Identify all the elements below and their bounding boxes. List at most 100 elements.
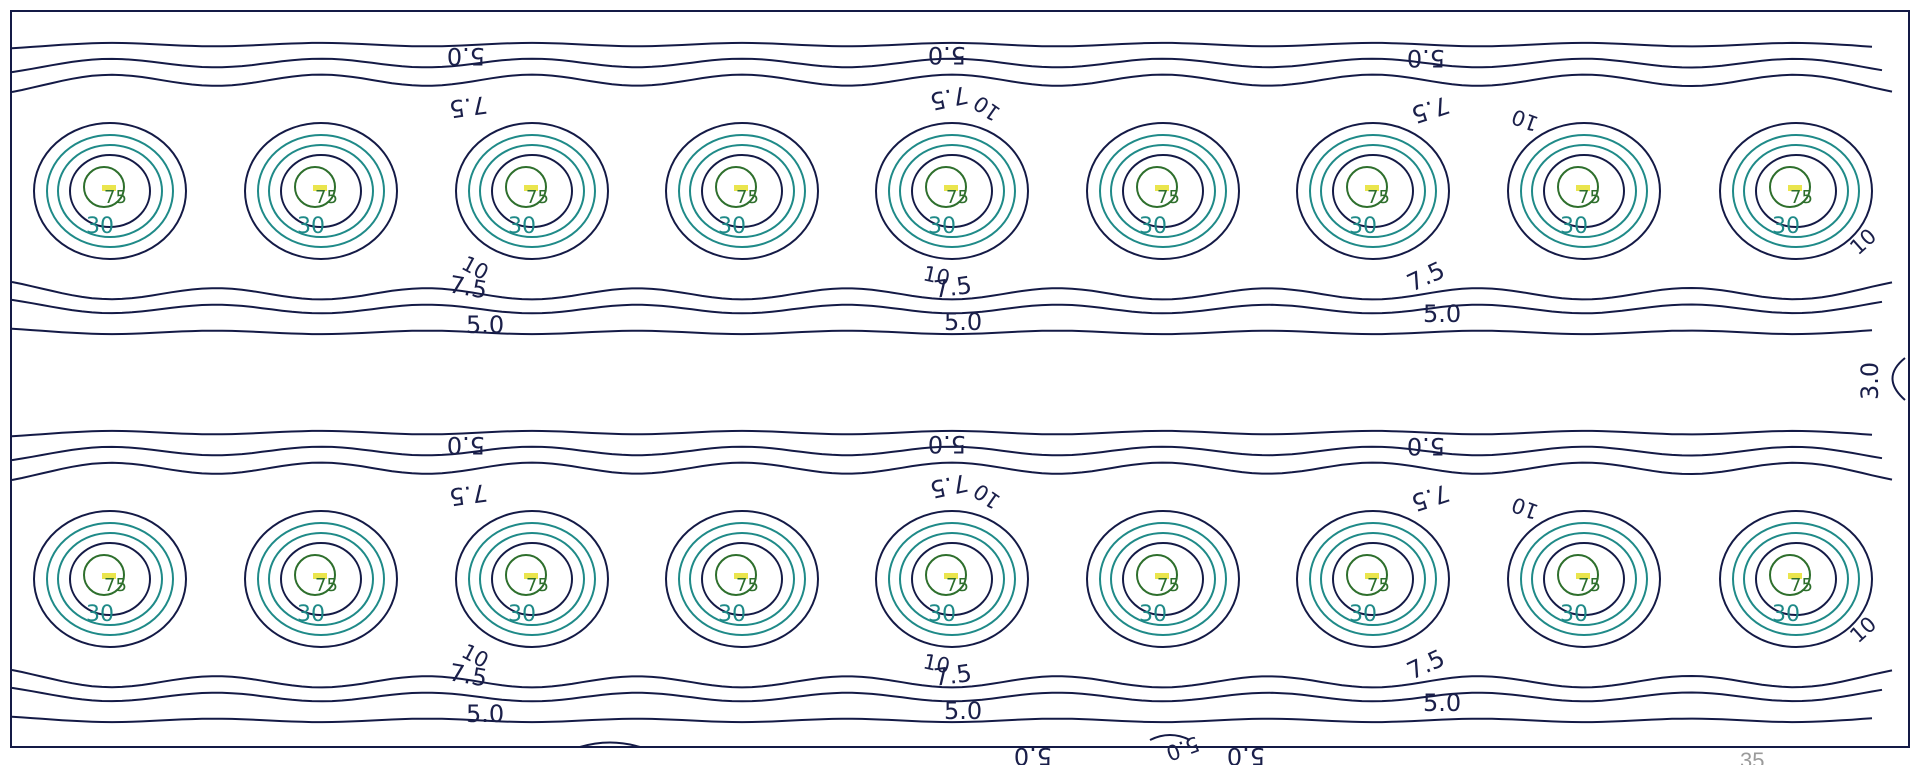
band-2-luminaire-3-peak-label: 75 [526,575,549,596]
band-1-bottom-7-5-label: 7.5 [447,270,489,304]
band-1-luminaire-3-ring-30 [468,134,596,248]
band-1-luminaire-7-ring-30 [1309,134,1437,248]
band-2-luminaire-7-ring-30-label: 30 [1349,602,1377,627]
diagram-border [10,10,1910,748]
contour-3-0-edge [1891,357,1906,401]
band-2-bottom-5-label: 5.0 [466,700,504,728]
band-2-luminaire-3-ring-75 [505,554,547,596]
band-1-luminaire-9-ring-40 [1743,144,1849,238]
band-1-luminaire-3-ring-30-label: 30 [508,214,536,239]
band-2-luminaire-4-ring-30 [678,522,806,636]
band-1-luminaire-1-ring-30-label: 30 [86,214,114,239]
band-1-luminaire-9-peak-label: 75 [1790,187,1813,208]
band-1-luminaire-6-ring-30-label: 30 [1139,214,1167,239]
band-2-luminaire-6-peak-label: 75 [1157,575,1180,596]
band-1-top-7-5-label: 7.5 [927,80,970,115]
band-2-luminaire-2-peak-label: 75 [315,575,338,596]
band-2-luminaire-6-peak-marker [1155,573,1169,579]
band-1-top-5-label: 5.0 [928,41,966,69]
band-2-luminaire-7-ring-50 [1332,542,1414,616]
band-2-luminaire-2-ring-20 [244,510,398,648]
peak-labels: 75 30 75 30 75 30 75 30 75 30 75 30 75 30 75 30 75 30 75 30… [86,187,1813,627]
band-2-luminaire-4-ring-75 [715,554,757,596]
band-2-luminaire-8-ring-30 [1520,522,1648,636]
band-1-bottom-5-label: 5.0 [944,308,982,336]
band-2-luminaire-7-ring-40 [1320,532,1426,626]
band-1-luminaire-4-ring-40 [689,144,795,238]
band-1-luminaire-4-peak-marker [734,185,748,191]
band-2-luminaire-6-ring-20 [1086,510,1240,648]
band-2-luminaire-3-ring-30 [468,522,596,636]
band-1-luminaire-3-peak-label: 75 [526,187,549,208]
band-1-luminaire-8-ring-20 [1507,122,1661,260]
band-1-top-7-5-label: 7.5 [1408,90,1453,128]
band-1-luminaire-1-ring-20 [33,122,187,260]
band-2-luminaire-3-ring-50 [491,542,573,616]
band-2-luminaire-2-ring-75 [294,554,336,596]
band-2-luminaire-3-peak-marker [524,573,538,579]
band-2-bottom-5-label: 5.0 [1423,689,1461,717]
band-1-luminaire-7-peak-label: 75 [1367,187,1390,208]
band-2-luminaire-7-peak-label: 75 [1367,575,1390,596]
slide-number: 35 [1740,748,1764,765]
band-1-luminaire-6-peak-label: 75 [1157,187,1180,208]
band-2-luminaire-6-ring-30 [1099,522,1227,636]
band-2-bottom-7-5-label: 7.5 [447,658,489,692]
band-2-luminaire-6-ring-75 [1136,554,1178,596]
band-2-luminaire-9-ring-20 [1719,510,1873,648]
band-2-luminaire-2-ring-50 [280,542,362,616]
band-1-luminaire-8-ring-40 [1531,144,1637,238]
band-1-luminaire-8-ring-30 [1520,134,1648,248]
band-2-luminaire-1-ring-20 [33,510,187,648]
band-2-contour-7-5-top [11,445,1883,462]
band-1-luminaire-2-peak-label: 75 [315,187,338,208]
band-2-luminaire-1-ring-30 [46,522,174,636]
band-2-top-5-label: 5.0 [447,431,485,459]
band-2-luminaire-2-peak-marker [313,573,327,579]
bottom-edge-label: 5.0 [1227,742,1265,765]
band-1-bottom-7-5-label: 7.5 [932,271,974,304]
band-1-top-7-5-label: 7.5 [447,90,489,123]
band-2-bottom-7-5-label: 7.5 [932,659,974,692]
band-1-contour-5-top [11,41,1873,50]
band-2-luminaire-8-ring-75 [1557,554,1599,596]
band-2-luminaire-8-peak-marker [1576,573,1590,579]
band-1-top-10-label: 10 [1508,104,1541,136]
band-2-luminaire-9-peak-marker [1788,573,1802,579]
band-2-contour-10-top [11,461,1893,481]
band-2-contour-7-5-bottom [11,686,1883,703]
band-1-luminaire-3-ring-20 [455,122,609,260]
band-2-luminaire-3-ring-20 [455,510,609,648]
band-1-luminaire-9-ring-50 [1755,154,1837,228]
band-2-luminaire-5-ring-40 [899,532,1005,626]
band-2-luminaire-5-ring-20 [875,510,1029,648]
band-1-luminaire-2-ring-50 [280,154,362,228]
band-2-top-7-5-label: 7.5 [447,478,489,511]
band-1-luminaire-4-ring-50 [701,154,783,228]
band-2-luminaire-9-ring-50 [1755,542,1837,616]
band-2-luminaire-4-ring-50 [701,542,783,616]
band-1-luminaire-6-ring-40 [1110,144,1216,238]
bottom-edge-fragment [579,741,641,748]
band-2-contour-10-bottom [11,669,1893,689]
band-1-luminaire-7-ring-75 [1346,166,1388,208]
band-2-luminaire-2-ring-30 [257,522,385,636]
band-1-luminaire-5-peak-label: 75 [946,187,969,208]
band-1-luminaire-9-ring-20 [1719,122,1873,260]
band-2-luminaire-4-ring-30-label: 30 [718,602,746,627]
band-1-luminaire-5-ring-40 [899,144,1005,238]
band-1-luminaire-1-peak-marker [102,185,116,191]
band-2-luminaire-8-peak-label: 75 [1578,575,1601,596]
band-1-luminaire-9-ring-30 [1732,134,1860,248]
band-2-luminaire-9-peak-label: 75 [1790,575,1813,596]
band-1-luminaire-3-ring-75 [505,166,547,208]
band-1-contour-10-bottom [11,281,1893,301]
band-2-bottom-10-label: 10 [921,649,952,678]
band-1-luminaire-3-ring-40 [479,144,585,238]
band-1-luminaire-8-ring-50 [1543,154,1625,228]
band-1-luminaire-5-ring-30 [888,134,1016,248]
band-1-luminaire-1-peak-label: 75 [104,187,127,208]
band-1-luminaire-9-ring-75 [1769,166,1811,208]
band-2-luminaire-1-ring-30-label: 30 [86,602,114,627]
